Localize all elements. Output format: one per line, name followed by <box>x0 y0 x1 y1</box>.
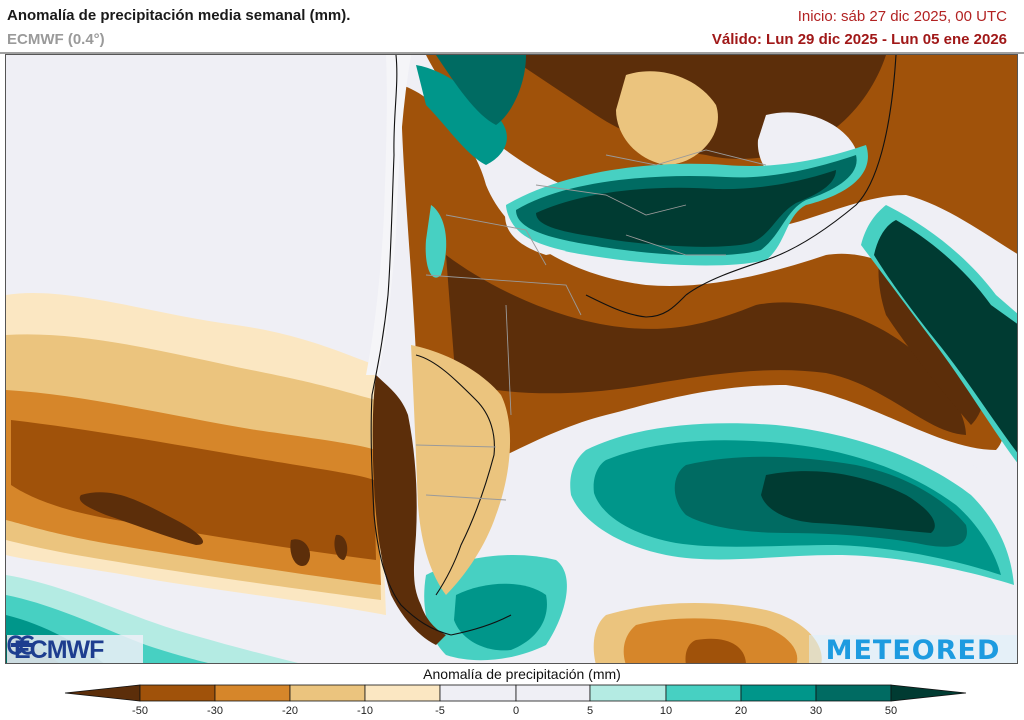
colorbar-tick-label: 0 <box>512 705 520 717</box>
map-canvas <box>6 55 1017 663</box>
init-time: Inicio: sáb 27 dic 2025, 00 UTC <box>797 8 1007 25</box>
colorbar-tick-label: 50 <box>884 705 898 717</box>
colorbar-tick-label: -30 <box>207 705 223 717</box>
chart-title: Anomalía de precipitación media semanal … <box>7 7 351 24</box>
ecmwf-logo-text: ECMWF <box>14 635 104 664</box>
header-divider <box>0 52 1024 54</box>
colorbar <box>64 684 967 702</box>
colorbar-tick-label: 5 <box>586 705 594 717</box>
colorbar-title: Anomalía de precipitación (mm) <box>423 666 621 682</box>
colorbar-tick-label: 10 <box>659 705 673 717</box>
model-label: ECMWF (0.4°) <box>7 31 105 48</box>
colorbar-tick-label: 20 <box>734 705 748 717</box>
precipitation-anomaly-map: ECMWF METEORED <box>5 54 1018 664</box>
valid-period: Válido: Lun 29 dic 2025 - Lun 05 ene 202… <box>711 31 1007 48</box>
colorbar-tick-label: -5 <box>435 705 445 717</box>
meteored-logo-text: METEORED <box>825 634 1001 664</box>
ecmwf-emblem-icon <box>7 635 35 655</box>
colorbar-tick-label: -20 <box>282 705 298 717</box>
colorbar-tick-label: -10 <box>357 705 373 717</box>
colorbar-tick-label: 30 <box>809 705 823 717</box>
ecmwf-logo: ECMWF <box>7 635 143 664</box>
meteored-logo: METEORED <box>809 634 1017 664</box>
colorbar-tick-label: -50 <box>132 705 148 717</box>
